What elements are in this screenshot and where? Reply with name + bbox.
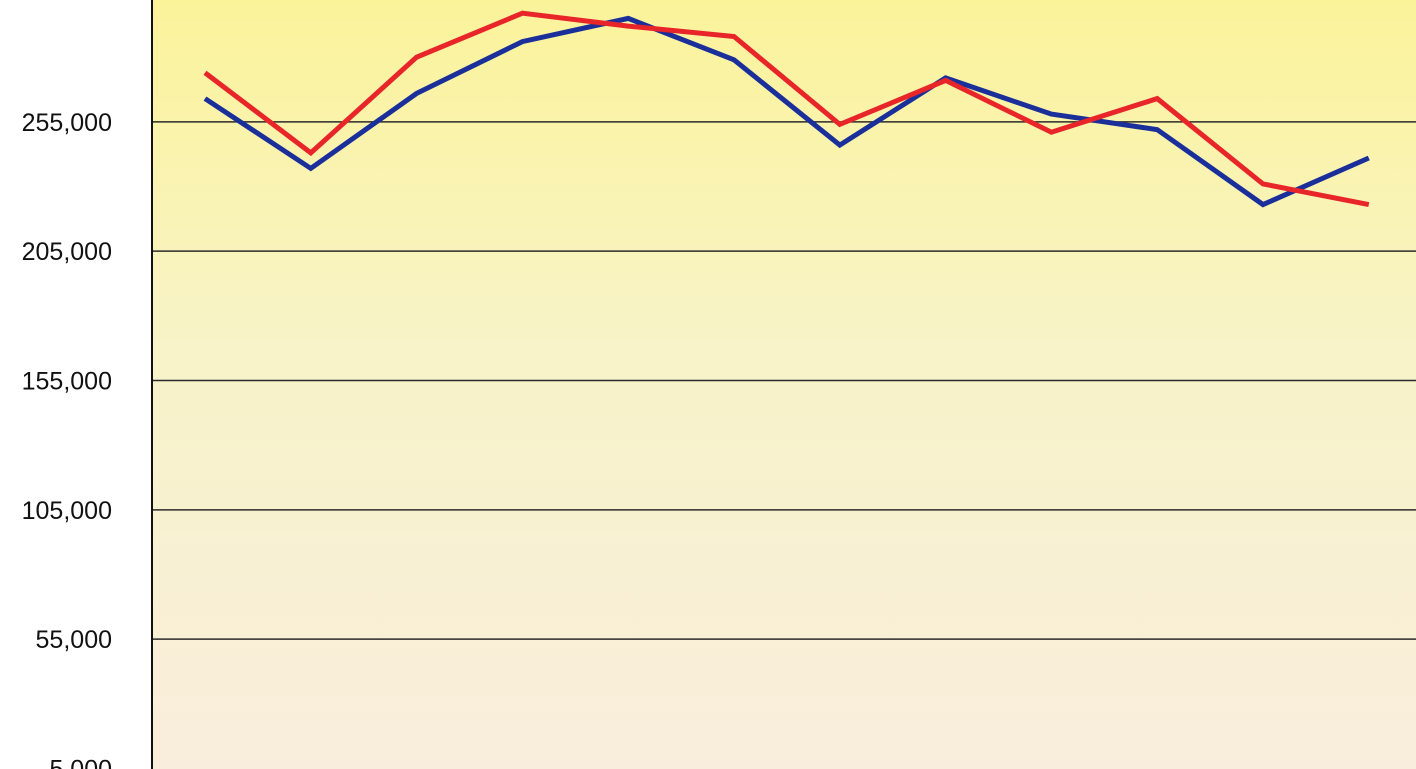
gridlines [152,121,1416,640]
y-tick-label: 55,000 [36,626,112,654]
y-tick-label: 105,000 [22,497,112,525]
plot-area [152,0,1416,769]
series-line-2 [203,10,1370,208]
y-tick-label: 255,000 [22,109,112,137]
y-tick-label: 205,000 [22,238,112,266]
series-line-1 [203,15,1370,208]
series-lines [203,10,1370,208]
y-tick-label: 5,000 [49,756,112,769]
y-tick-label: 155,000 [22,368,112,396]
y-axis-tick-labels: 5,000 55,000 105,000 155,000 205,000 255,000 [22,109,112,769]
